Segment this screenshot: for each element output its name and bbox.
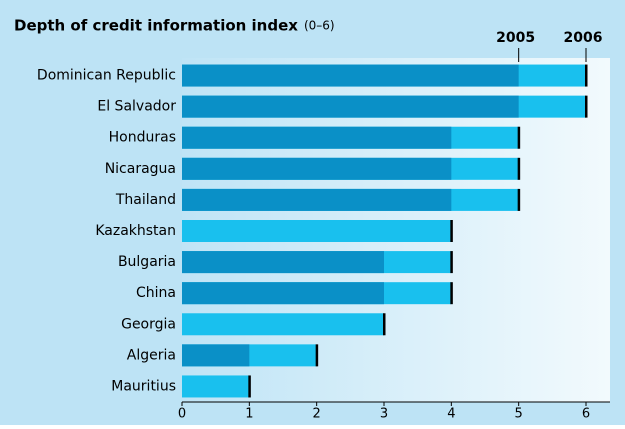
bar [182, 251, 384, 274]
bar [182, 188, 452, 211]
bar-end-cap [517, 157, 521, 180]
category-label: Mauritius [111, 378, 176, 394]
chart-title: Depth of credit information index [14, 17, 298, 35]
category-label: Dominican Republic [37, 68, 176, 84]
bar-end-cap [517, 126, 521, 149]
bar-end-cap [517, 188, 521, 211]
bar-end-cap [315, 344, 319, 367]
x-tick-label: 5 [515, 407, 523, 422]
bar [182, 220, 452, 242]
category-label: Honduras [109, 130, 176, 146]
bar-end-cap [383, 313, 386, 336]
legend-label: 2006 [564, 30, 603, 46]
category-label: Algeria [127, 347, 176, 363]
bar-end-cap [585, 64, 588, 87]
bar [182, 95, 519, 118]
bar [182, 344, 250, 367]
x-tick-label: 4 [447, 407, 455, 422]
bar [182, 64, 519, 87]
x-tick-label: 2 [313, 407, 321, 422]
category-label: Kazakhstan [95, 223, 176, 239]
x-tick-label: 3 [380, 407, 388, 422]
bar [182, 282, 384, 305]
category-label: El Salvador [97, 99, 176, 115]
category-label: Georgia [121, 316, 176, 332]
chart-subtitle: (0–6) [304, 19, 335, 33]
category-label: Thailand [115, 192, 176, 208]
x-tick-label: 1 [245, 407, 253, 422]
bar [182, 313, 384, 336]
bar [182, 375, 250, 398]
bar [182, 126, 452, 149]
bar-end-cap [450, 251, 453, 274]
bar-end-cap [248, 375, 251, 398]
bar [182, 157, 452, 180]
bar-end-cap [450, 282, 453, 305]
bar-end-cap [585, 95, 588, 118]
legend-label: 2005 [496, 30, 535, 46]
category-label: China [136, 285, 176, 301]
category-label: Nicaragua [105, 161, 176, 177]
category-label: Bulgaria [118, 254, 176, 270]
bar-end-cap [450, 220, 453, 242]
x-tick-label: 6 [582, 407, 590, 422]
x-tick-label: 0 [178, 407, 186, 422]
